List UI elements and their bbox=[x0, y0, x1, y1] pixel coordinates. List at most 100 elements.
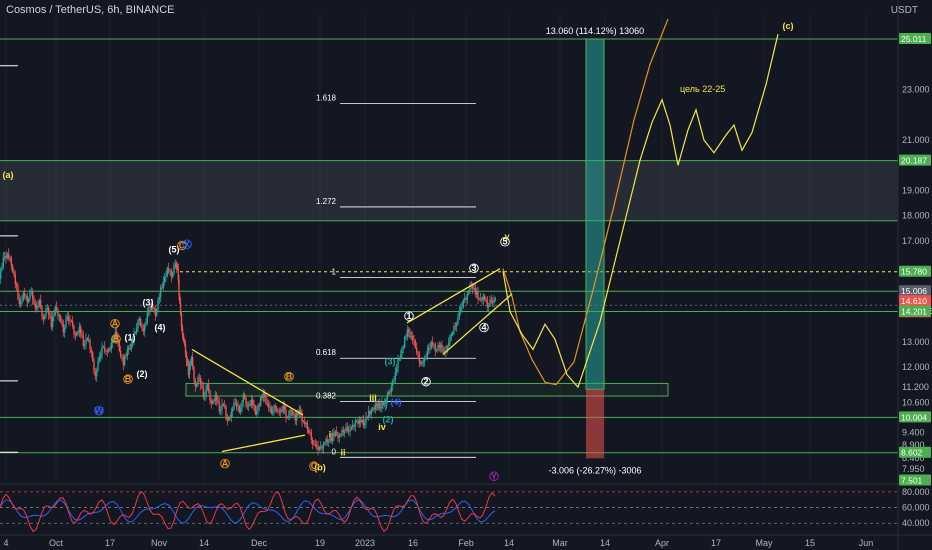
candle-body bbox=[238, 405, 241, 413]
candle-body bbox=[257, 404, 259, 412]
candle-body bbox=[391, 381, 394, 386]
candle-body bbox=[350, 427, 353, 430]
wave-label: (2) bbox=[137, 369, 148, 379]
candle-body bbox=[385, 398, 387, 404]
candle-body bbox=[219, 409, 222, 412]
symbol-title[interactable]: Cosmos / TetherUS, 6h, BINANCE bbox=[6, 4, 175, 16]
candle-body bbox=[135, 328, 138, 333]
candle-body bbox=[179, 302, 182, 314]
candle-body bbox=[0, 269, 2, 279]
candle-body bbox=[338, 435, 341, 438]
time-tick: Feb bbox=[458, 538, 474, 548]
candle-body bbox=[178, 294, 181, 303]
wave-label: (1) bbox=[377, 401, 388, 411]
candle-body bbox=[254, 405, 257, 414]
candle-body bbox=[51, 316, 54, 328]
price-tick: 9.400 bbox=[902, 428, 925, 438]
candle-body bbox=[281, 410, 283, 412]
candle-body bbox=[82, 336, 85, 346]
candle-body bbox=[255, 411, 258, 414]
trend-drawings[interactable]: цель 22-25 bbox=[191, 18, 779, 453]
candle-body bbox=[433, 344, 435, 346]
candle-body bbox=[131, 340, 134, 344]
candle-body bbox=[46, 308, 49, 309]
wave-label: A bbox=[112, 319, 119, 329]
candle-body bbox=[194, 380, 197, 387]
wave-label: X bbox=[184, 239, 190, 249]
wave-circle bbox=[220, 458, 230, 469]
candle-body bbox=[158, 296, 161, 300]
resistance-zone bbox=[0, 160, 898, 221]
candle-body bbox=[180, 313, 183, 328]
candle-body bbox=[213, 400, 215, 402]
candle-body bbox=[309, 432, 311, 434]
candle-body bbox=[393, 380, 395, 382]
candle-body bbox=[214, 394, 217, 402]
price-badge bbox=[899, 305, 931, 317]
candle-body bbox=[126, 349, 129, 357]
wave-label: (c) bbox=[783, 21, 794, 31]
candle-body bbox=[459, 307, 462, 312]
candle-body bbox=[3, 256, 6, 258]
candle-body bbox=[342, 430, 345, 433]
candle-body bbox=[25, 295, 27, 297]
time-axis[interactable]: 4 Oct 17 Nov 14 Dec 19 2023 16 Feb 14 Mar 14 Apr 17 May… bbox=[0, 534, 932, 548]
time-tick: 16 bbox=[408, 538, 418, 548]
wave-label: 1 bbox=[406, 311, 411, 321]
candle-body bbox=[166, 267, 169, 277]
candle-body bbox=[5, 256, 7, 259]
candle-body bbox=[307, 428, 310, 433]
candle-body bbox=[458, 311, 461, 318]
wave-label: (3) bbox=[143, 297, 154, 307]
currency-label: USDT bbox=[890, 5, 918, 16]
candle-body bbox=[11, 265, 14, 272]
candle-body bbox=[209, 390, 211, 401]
candle-body bbox=[417, 352, 419, 354]
candle-body bbox=[345, 427, 347, 432]
candle-body bbox=[483, 295, 486, 300]
candle-body bbox=[150, 304, 153, 311]
price-axis[interactable]: 23.000 21.000 19.000 18.000 17.000 13.000 12.0… bbox=[897, 0, 932, 550]
wave-label: B bbox=[286, 372, 293, 382]
candle-body bbox=[335, 431, 338, 434]
candle-body bbox=[162, 281, 165, 288]
wave-circle bbox=[111, 334, 121, 344]
candle-body bbox=[229, 417, 231, 419]
candle-body bbox=[442, 351, 445, 353]
candle-body bbox=[457, 317, 459, 324]
candle-body bbox=[169, 270, 171, 272]
wave-label: (1) bbox=[125, 333, 136, 343]
candle-body bbox=[226, 416, 229, 421]
time-tick: Oct bbox=[49, 538, 64, 548]
candle-body bbox=[105, 350, 107, 352]
candle-body bbox=[261, 396, 263, 399]
candle-body bbox=[29, 291, 31, 299]
candle-body bbox=[435, 349, 438, 351]
candle-body bbox=[235, 403, 238, 407]
candle-body bbox=[286, 417, 289, 418]
candle-body bbox=[266, 403, 269, 405]
wave-label: C bbox=[179, 241, 186, 251]
candle-body bbox=[299, 410, 302, 415]
candle-body bbox=[99, 354, 102, 358]
candle-body bbox=[294, 414, 297, 421]
candle-body bbox=[262, 392, 265, 399]
candle-body bbox=[89, 339, 91, 350]
candle-body bbox=[189, 364, 192, 366]
candle-body bbox=[478, 298, 481, 300]
candle-body bbox=[490, 299, 493, 302]
candle-body bbox=[467, 291, 470, 294]
time-tick: 17 bbox=[105, 538, 115, 548]
candle-body bbox=[349, 429, 351, 432]
candle-body bbox=[366, 417, 369, 418]
price-tick: 18.000 bbox=[902, 211, 930, 221]
candle-body bbox=[197, 377, 199, 384]
candle-body bbox=[259, 396, 262, 406]
price-tick: 7.950 bbox=[902, 464, 925, 474]
candle-body bbox=[317, 445, 319, 451]
candle-body bbox=[313, 444, 315, 445]
candle-body bbox=[425, 357, 427, 359]
candle-body bbox=[245, 398, 247, 406]
candle-body bbox=[175, 263, 178, 268]
